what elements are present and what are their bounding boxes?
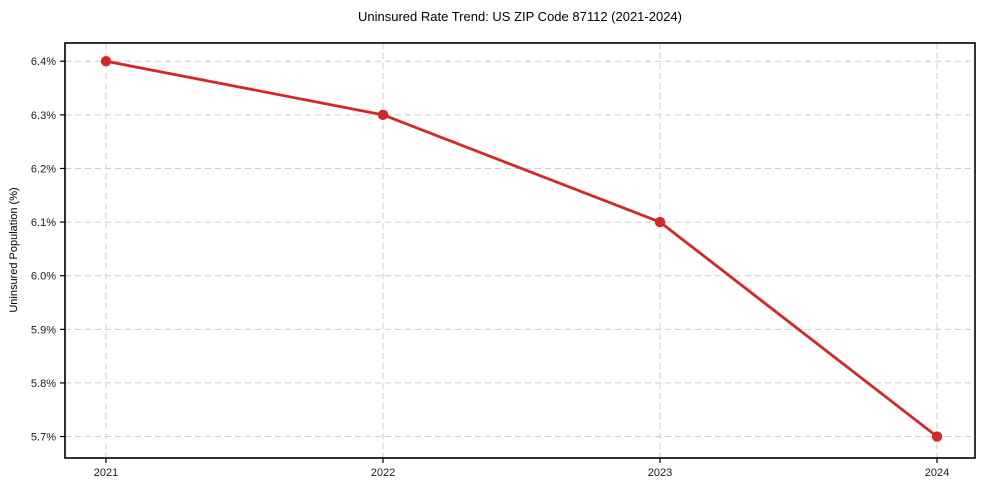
- y-tick-label: 6.4%: [31, 56, 56, 68]
- y-tick-label: 6.3%: [31, 110, 56, 122]
- x-tick-label: 2021: [94, 467, 118, 479]
- y-tick-label: 5.8%: [31, 378, 56, 390]
- y-tick-label: 5.7%: [31, 432, 56, 444]
- data-point: [377, 109, 389, 121]
- x-tick-label: 2023: [648, 467, 672, 479]
- x-tick-label: 2024: [925, 467, 949, 479]
- plot-frame: [64, 42, 976, 459]
- y-tick-label: 5.9%: [31, 324, 56, 336]
- y-tick-label: 6.2%: [31, 163, 56, 175]
- data-point: [654, 216, 666, 228]
- data-point: [100, 56, 112, 67]
- x-tick-label: 2022: [371, 467, 395, 479]
- trend-line: [104, 59, 939, 438]
- y-tick-label: 6.1%: [31, 217, 56, 229]
- y-tick-label: 6.0%: [31, 271, 56, 283]
- chart-title: Uninsured Rate Trend: US ZIP Code 87112 …: [358, 9, 682, 24]
- data-point: [931, 431, 943, 442]
